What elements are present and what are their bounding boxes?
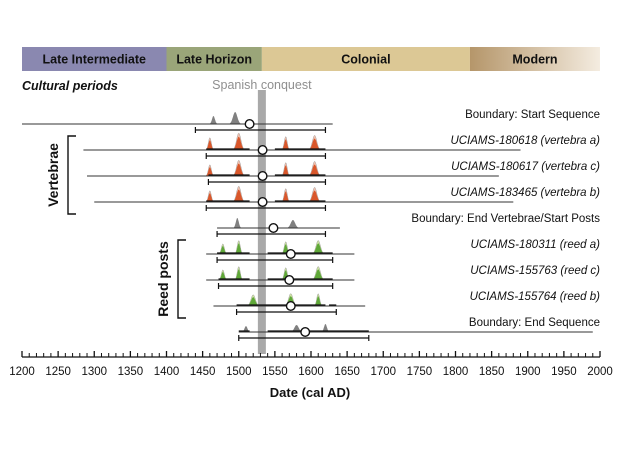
row-label-boundary-start-sequence: Boundary: Start Sequence	[465, 109, 600, 121]
row-label-uciams-180617-vertebra-c: UCIAMS-180617 (vertebra c)	[451, 161, 600, 173]
period-band-colonial	[261, 47, 470, 71]
row-uciams-180311-reed-a: UCIAMS-180311 (reed a)	[206, 239, 600, 263]
row-uciams-180617-vertebra-c: UCIAMS-180617 (vertebra c)	[87, 160, 600, 185]
distribution-rows: Boundary: Start Sequence UCIAMS-180618 (v…	[22, 109, 600, 341]
row-boundary-end-sequence: Boundary: End Sequence	[238, 317, 600, 341]
row-uciams-155764-reed-b: UCIAMS-155764 (reed b)	[213, 291, 600, 315]
cultural-periods-label: Cultural periods	[22, 79, 118, 93]
density-fill	[173, 112, 333, 124]
posterior-density	[184, 189, 348, 202]
prior-density	[206, 240, 355, 255]
median-marker	[285, 248, 296, 259]
posterior-density	[206, 243, 355, 254]
tick-label-1600: 1600	[298, 366, 324, 378]
tick-label-1900: 1900	[515, 366, 541, 378]
group-reed-posts: Reed posts	[155, 239, 186, 319]
posterior-density	[214, 296, 358, 306]
median-marker	[257, 196, 268, 207]
median-marker	[285, 301, 296, 312]
conquest-band	[257, 90, 266, 354]
tick-label-1350: 1350	[118, 366, 144, 378]
row-label-boundary-end-vertebrae-start-posts: Boundary: End Vertebrae/Start Posts	[411, 213, 600, 225]
period-band-modern	[469, 47, 600, 71]
row-uciams-155763-reed-c: UCIAMS-155763 (reed c)	[206, 265, 600, 289]
tick-label-1800: 1800	[443, 366, 469, 378]
tick-label-1550: 1550	[262, 366, 288, 378]
row-label-uciams-180618-vertebra-a: UCIAMS-180618 (vertebra a)	[450, 135, 600, 147]
tick-label-1750: 1750	[407, 366, 433, 378]
tick-label-2000: 2000	[587, 366, 613, 378]
median-marker	[300, 327, 311, 338]
row-label-uciams-180311-reed-a: UCIAMS-180311 (reed a)	[470, 239, 600, 251]
group-vertebrae: Vertebrae	[45, 135, 76, 215]
tick-label-1950: 1950	[551, 366, 577, 378]
posterior-density	[184, 136, 348, 150]
group-brackets: Vertebrae Reed posts	[45, 135, 186, 319]
period-label-modern: Modern	[512, 53, 557, 67]
row-label-uciams-155764-reed-b: UCIAMS-155764 (reed b)	[470, 291, 601, 303]
tick-label-1300: 1300	[81, 366, 107, 378]
period-label-late-intermediate: Late Intermediate	[42, 53, 146, 67]
tick-label-1850: 1850	[479, 366, 505, 378]
row-label-uciams-183465-vertebra-b: UCIAMS-183465 (vertebra b)	[450, 187, 600, 199]
median-marker	[268, 222, 279, 233]
tick-label-1200: 1200	[9, 366, 35, 378]
row-label-boundary-end-sequence: Boundary: End Sequence	[469, 317, 600, 329]
tick-label-1700: 1700	[370, 366, 396, 378]
row-label-uciams-155763-reed-c: UCIAMS-155763 (reed c)	[470, 265, 600, 277]
row-boundary-start-sequence: Boundary: Start Sequence	[22, 109, 600, 133]
period-band-late-intermediate	[22, 47, 167, 71]
median-marker	[257, 144, 268, 155]
density-fill	[217, 218, 340, 228]
median-marker	[284, 275, 295, 286]
row-boundary-end-vertebrae-start-posts: Boundary: End Vertebrae/Start Posts	[216, 213, 600, 237]
group-label-reed-posts: Reed posts	[155, 241, 171, 317]
period-band-late-horizon	[166, 47, 262, 71]
tick-label-1500: 1500	[226, 366, 252, 378]
tick-label-1250: 1250	[45, 366, 71, 378]
prior-density	[206, 266, 355, 281]
conquest-label: Spanish conquest	[212, 78, 312, 92]
tick-label-1650: 1650	[334, 366, 360, 378]
period-label-colonial: Colonial	[341, 53, 390, 67]
posterior-density	[186, 163, 348, 176]
x-axis: 1200 1250 1300 1350 1400 1450 1500 1550 1600 1650…	[9, 351, 613, 378]
cultural-periods-bar: Late Intermediate Late Horizon Colonial Mod…	[22, 47, 600, 71]
spanish-conquest-marker: Spanish conquest	[212, 78, 312, 354]
median-marker	[257, 170, 268, 181]
median-marker	[244, 118, 255, 129]
row-uciams-183465-vertebra-b: UCIAMS-183465 (vertebra b)	[94, 186, 600, 211]
group-bracket	[67, 135, 76, 215]
tick-label-1400: 1400	[154, 366, 180, 378]
group-bracket	[177, 239, 186, 319]
posterior-density	[206, 269, 355, 280]
period-label-late-horizon: Late Horizon	[176, 53, 252, 67]
x-axis-title: Date (cal AD)	[270, 385, 350, 400]
group-label-vertebrae: Vertebrae	[45, 143, 61, 207]
tick-label-1450: 1450	[190, 366, 216, 378]
row-uciams-180618-vertebra-a: UCIAMS-180618 (vertebra a)	[83, 132, 600, 159]
